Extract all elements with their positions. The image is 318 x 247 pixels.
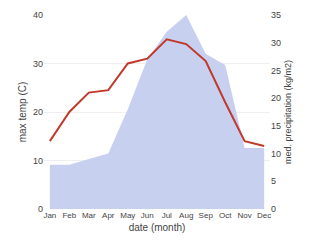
svg-text:Jun: Jun bbox=[141, 211, 154, 220]
svg-text:0: 0 bbox=[271, 204, 276, 214]
svg-text:30: 30 bbox=[271, 38, 281, 48]
svg-text:30: 30 bbox=[33, 59, 43, 69]
svg-text:max temp (C): max temp (C) bbox=[17, 82, 28, 143]
svg-text:Jan: Jan bbox=[43, 211, 56, 220]
svg-text:10: 10 bbox=[33, 156, 43, 166]
svg-text:25: 25 bbox=[271, 66, 281, 76]
svg-text:35: 35 bbox=[271, 10, 281, 20]
svg-text:May: May bbox=[120, 211, 135, 220]
svg-text:40: 40 bbox=[33, 10, 43, 20]
svg-text:Aug: Aug bbox=[179, 211, 193, 220]
svg-text:0: 0 bbox=[38, 204, 43, 214]
svg-text:Sep: Sep bbox=[199, 211, 214, 220]
svg-text:20: 20 bbox=[271, 93, 281, 103]
svg-text:Jul: Jul bbox=[162, 211, 172, 220]
svg-text:10: 10 bbox=[271, 149, 281, 159]
svg-text:20: 20 bbox=[33, 107, 43, 117]
svg-text:Oct: Oct bbox=[219, 211, 232, 220]
svg-text:15: 15 bbox=[271, 121, 281, 131]
svg-text:Nov: Nov bbox=[238, 211, 252, 220]
svg-text:Feb: Feb bbox=[62, 211, 76, 220]
svg-text:Dec: Dec bbox=[257, 211, 271, 220]
svg-text:Mar: Mar bbox=[82, 211, 96, 220]
svg-text:date (month): date (month) bbox=[129, 222, 186, 233]
svg-text:Apr: Apr bbox=[102, 211, 115, 220]
svg-text:5: 5 bbox=[271, 176, 276, 186]
svg-text:med. precipitation (kg/m2): med. precipitation (kg/m2) bbox=[283, 60, 293, 164]
